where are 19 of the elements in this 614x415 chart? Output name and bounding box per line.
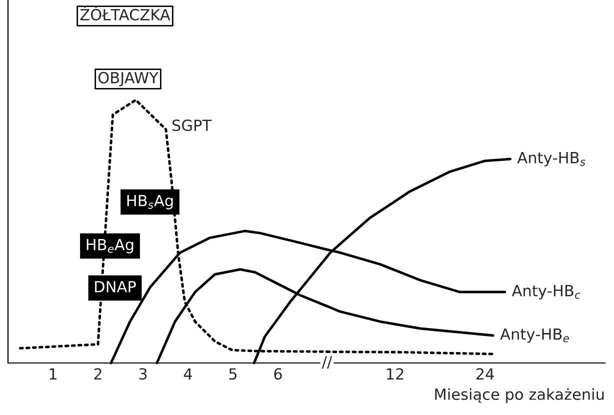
x-tick-label: 5 (229, 368, 236, 380)
x-tick-label: 3 (139, 368, 147, 380)
annotation: HB$_{e}$Ag (86, 239, 134, 254)
text: ŻÓŁTACZKA (80, 6, 170, 20)
series-label: Anty-HB$_{s}$ (517, 152, 586, 166)
annotation: HB$_{s}$Ag (127, 195, 173, 210)
x-tick-label: 1 (50, 368, 56, 380)
x-tick-label: 6 (274, 368, 282, 380)
x-tick-label: 4 (184, 368, 192, 380)
x-axis-title: Miesiące po zakażeniu (435, 388, 604, 403)
x-tick-label: 24 (476, 368, 494, 380)
series-label: Anty-HB$_{e}$ (500, 328, 569, 343)
x-tick-label: 12 (386, 368, 404, 380)
text: OBJAWY (98, 72, 158, 86)
annotation: DNAP (95, 281, 136, 292)
series-label: Anty-HB$_{c}$ (512, 285, 580, 300)
x-tick-label: 2 (94, 368, 102, 380)
series-label: SGPT (172, 120, 212, 132)
annotation: // (322, 356, 332, 369)
